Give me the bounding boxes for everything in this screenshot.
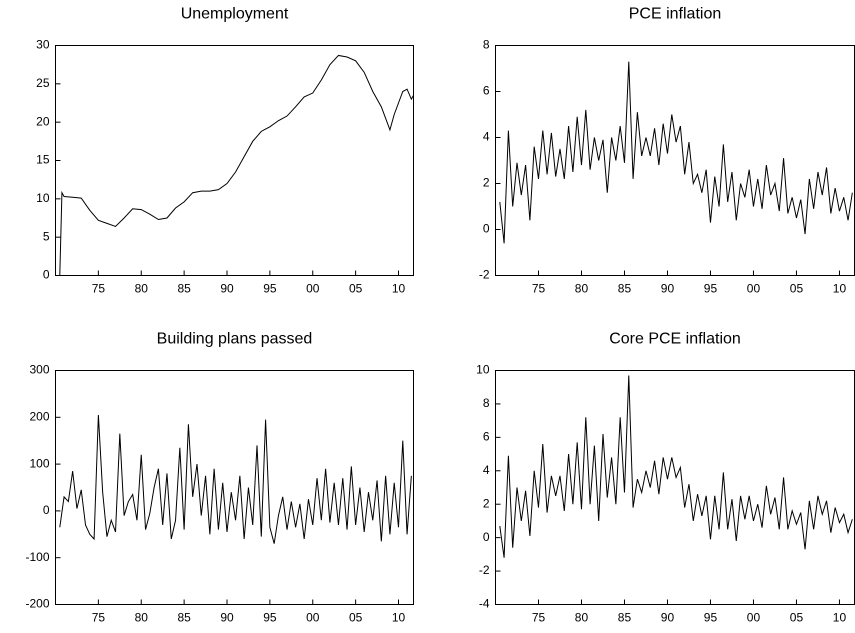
chart-title: Unemployment xyxy=(181,6,289,23)
y-tick-label: 6 xyxy=(483,84,490,98)
y-tick-label: -2 xyxy=(479,268,490,282)
x-tick-label: 00 xyxy=(747,282,761,296)
chart-title: PCE inflation xyxy=(629,6,722,23)
data-line xyxy=(499,61,853,244)
y-tick-label: 4 xyxy=(483,130,490,144)
plot-frame xyxy=(495,370,855,605)
y-tick-label: 30 xyxy=(36,38,50,52)
x-tick-label: 05 xyxy=(349,282,363,296)
x-tick-label: 95 xyxy=(263,282,277,296)
x-tick-label: 75 xyxy=(532,282,546,296)
x-tick-label: 00 xyxy=(747,611,761,625)
y-tick-label: 300 xyxy=(29,363,49,377)
y-tick-label: 200 xyxy=(29,409,49,423)
plot-frame xyxy=(495,45,855,276)
x-tick-label: 10 xyxy=(392,611,406,625)
plot-frame xyxy=(55,370,414,605)
x-tick-label: 75 xyxy=(92,282,106,296)
y-tick-label: 0 xyxy=(43,268,50,282)
x-tick-label: 75 xyxy=(532,611,546,625)
x-tick-label: 00 xyxy=(306,282,320,296)
data-line xyxy=(499,375,853,558)
y-tick-label: -100 xyxy=(25,550,49,564)
x-tick-label: 75 xyxy=(92,611,106,625)
y-tick-label: 100 xyxy=(29,456,49,470)
x-tick-label: 85 xyxy=(177,282,191,296)
x-tick-label: 05 xyxy=(349,611,363,625)
x-tick-label: 80 xyxy=(135,282,149,296)
x-tick-label: 80 xyxy=(575,282,589,296)
y-tick-label: 5 xyxy=(43,229,50,243)
x-tick-label: 10 xyxy=(833,611,847,625)
y-tick-label: 10 xyxy=(36,191,50,205)
x-tick-label: 85 xyxy=(618,611,632,625)
x-tick-label: 90 xyxy=(661,611,675,625)
y-tick-label: 8 xyxy=(483,396,490,410)
y-tick-label: 6 xyxy=(483,430,490,444)
x-tick-label: 05 xyxy=(790,611,804,625)
chart-title: Building plans passed xyxy=(157,331,313,348)
data-line xyxy=(59,54,414,276)
y-tick-label: 0 xyxy=(483,530,490,544)
x-tick-label: 90 xyxy=(661,282,675,296)
plot-frame xyxy=(55,45,414,276)
y-tick-label: 8 xyxy=(483,38,490,52)
y-tick-label: 25 xyxy=(36,76,50,90)
x-tick-label: 10 xyxy=(392,282,406,296)
x-tick-label: 95 xyxy=(263,611,277,625)
x-tick-label: 80 xyxy=(135,611,149,625)
y-tick-label: 20 xyxy=(36,114,50,128)
x-tick-label: 10 xyxy=(833,282,847,296)
x-tick-label: 05 xyxy=(790,282,804,296)
x-tick-label: 85 xyxy=(177,611,191,625)
y-tick-label: 15 xyxy=(36,153,50,167)
y-tick-label: -4 xyxy=(479,597,490,611)
data-line xyxy=(59,414,412,544)
x-tick-label: 95 xyxy=(704,282,718,296)
y-tick-label: 2 xyxy=(483,176,490,190)
x-tick-label: 80 xyxy=(575,611,589,625)
y-tick-label: 10 xyxy=(476,363,490,377)
x-tick-label: 00 xyxy=(306,611,320,625)
x-tick-label: 85 xyxy=(618,282,632,296)
y-tick-label: 2 xyxy=(483,496,490,510)
x-tick-label: 90 xyxy=(220,282,234,296)
y-tick-label: 0 xyxy=(483,222,490,236)
y-tick-label: -2 xyxy=(479,563,490,577)
y-tick-label: -200 xyxy=(25,597,49,611)
chart-title: Core PCE inflation xyxy=(609,331,741,348)
x-tick-label: 90 xyxy=(220,611,234,625)
x-tick-label: 95 xyxy=(704,611,718,625)
y-tick-label: 0 xyxy=(43,503,50,517)
y-tick-label: 4 xyxy=(483,463,490,477)
